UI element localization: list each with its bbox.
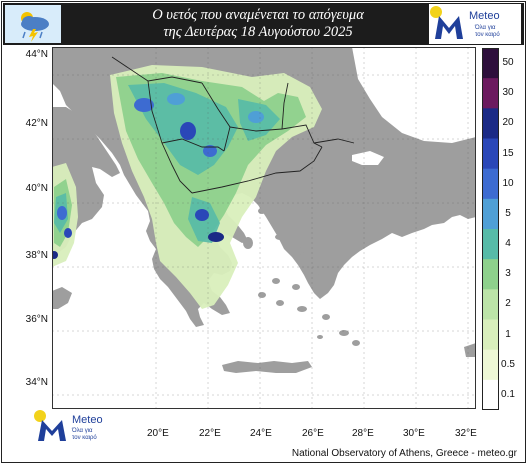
legend-swatch (482, 379, 499, 410)
lat-label: 42°N (25, 118, 48, 129)
lon-label: 32°E (455, 428, 477, 439)
meteo-m-icon (430, 6, 463, 39)
legend-label: 5 (505, 207, 511, 219)
storm-cloud-icon (5, 5, 61, 43)
legend-swatch (482, 259, 499, 290)
meteo-logo: Meteo Όλα για τον καιρό (429, 4, 521, 44)
marmara-sea (352, 151, 384, 165)
page-title: Ο υετός που αναμένεται το απόγευμα της Δ… (73, 7, 443, 41)
header-bar: Ο υετός που αναμένεται το απόγευμα της Δ… (3, 3, 524, 45)
logo-tagline-1: Όλα για (72, 428, 93, 434)
logo-name: Meteo (72, 414, 103, 426)
logo-tagline-1: Όλα για (475, 25, 496, 31)
precipitation-intense (52, 93, 264, 259)
lon-label: 20°E (147, 428, 169, 439)
precipitation-legend (482, 48, 499, 410)
legend-label: 30 (502, 87, 514, 99)
legend-label: 0.5 (501, 358, 515, 370)
crete-land (222, 361, 312, 373)
legend-label: 3 (505, 268, 511, 280)
legend-label: 10 (502, 177, 514, 189)
logo-tagline-2: τον καιρό (475, 32, 500, 38)
meteo-logo-bottom: Meteo Όλα για τον καιρό (32, 408, 112, 444)
title-line-2: της Δευτέρας 18 Αυγούστου 2025 (163, 24, 353, 40)
legend-swatch (482, 108, 499, 139)
lat-label: 36°N (25, 314, 48, 325)
legend-swatch (482, 229, 499, 260)
precipitation-map (52, 47, 476, 409)
legend-label: 50 (502, 57, 514, 69)
legend-label: 4 (505, 238, 511, 250)
lon-label: 28°E (352, 428, 374, 439)
lon-label: 26°E (302, 428, 324, 439)
lon-label: 30°E (403, 428, 425, 439)
legend-label: 20 (502, 117, 514, 129)
lat-label: 38°N (25, 250, 48, 261)
lat-label: 44°N (25, 49, 48, 60)
legend-swatch (482, 168, 499, 200)
lat-label: 40°N (25, 183, 48, 194)
legend-swatch (482, 78, 499, 109)
graticule (52, 47, 476, 409)
lat-label: 34°N (25, 377, 48, 388)
legend-swatch (482, 48, 499, 79)
logo-tagline-2: τον καιρό (72, 435, 97, 441)
legend-label: 2 (505, 298, 511, 310)
black-sea (352, 47, 476, 143)
country-borders (111, 56, 355, 194)
legend-label: 15 (502, 147, 514, 159)
meteo-m-icon (34, 410, 66, 441)
sicily-land (52, 287, 72, 309)
legend-swatch (482, 349, 499, 381)
lon-label: 22°E (199, 428, 221, 439)
logo-name: Meteo (469, 10, 500, 22)
legend-swatch (482, 289, 499, 320)
legend-swatch (482, 138, 499, 170)
legend-swatch (482, 319, 499, 351)
legend-label: 0.1 (501, 388, 515, 400)
legend-swatch (482, 198, 499, 230)
cyprus-land (464, 343, 476, 357)
lon-label: 24°E (250, 428, 272, 439)
credit-text: National Observatory of Athens, Greece -… (291, 448, 517, 459)
legend-label: 1 (505, 328, 511, 340)
title-line-1: Ο υετός που αναμένεται το απόγευμα (152, 7, 364, 23)
